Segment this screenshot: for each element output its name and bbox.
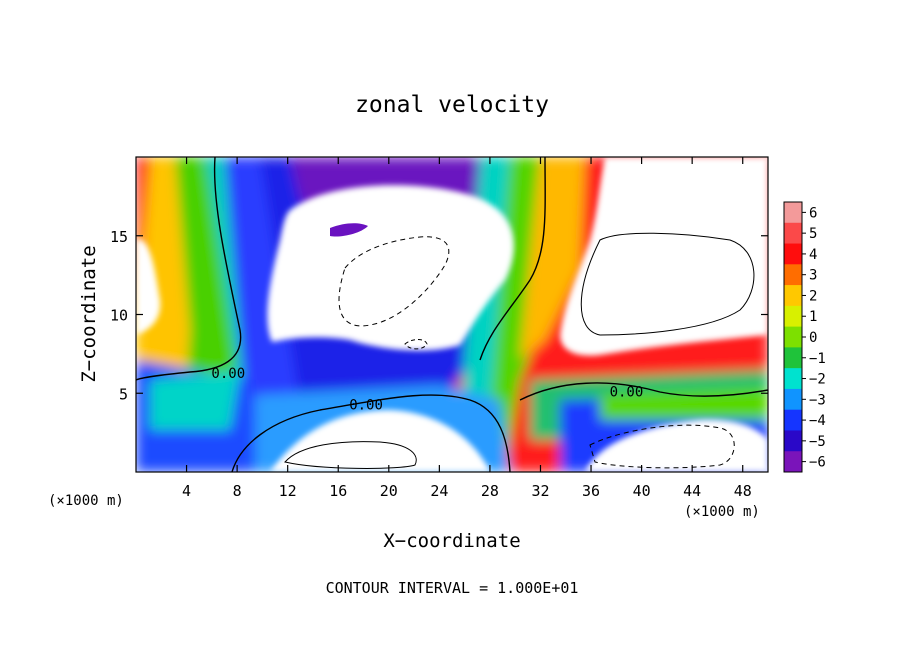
contour-small-loop (404, 339, 428, 350)
white-region-right (560, 157, 768, 356)
white-region-left (136, 239, 161, 335)
colorbar-tick-label: 2 (809, 288, 817, 304)
chart-title: zonal velocity (355, 92, 549, 118)
x-tick-label: 24 (430, 482, 448, 500)
colorbar-swatch (784, 347, 802, 369)
colorbar-swatch (784, 305, 802, 328)
colorbar-tick-label: −6 (809, 455, 826, 471)
colorbar-tick-label: −3 (809, 392, 826, 408)
colorbar-swatch (784, 222, 802, 245)
x-tick-label: 28 (481, 482, 499, 500)
colorbar-tick-label: −4 (809, 413, 826, 429)
x-tick-label: 4 (182, 482, 191, 500)
velocity-field (136, 157, 768, 472)
colorbar-tick-label: −5 (809, 434, 826, 450)
colorbar-swatch (784, 368, 802, 390)
contour-label: 0.00 (349, 397, 383, 413)
x-tick-label: 12 (279, 482, 297, 500)
colorbar-tick-label: 0 (809, 330, 817, 346)
contour-zero-right (479, 157, 768, 401)
y-tick-label: 10 (110, 307, 128, 325)
colorbar-swatch (784, 326, 802, 348)
x-tick-label: 44 (683, 482, 701, 500)
x-unit-left: (×1000 m) (48, 493, 124, 509)
contour-zero-main (231, 394, 511, 472)
colorbar-tick-label: −2 (809, 372, 826, 388)
contour-thin-bottom (284, 441, 417, 469)
colorbar-swatch (784, 243, 802, 265)
y-axis: 5 10 15 (110, 228, 768, 403)
colorbar-swatch (784, 285, 802, 307)
colorbar-swatch (784, 202, 802, 224)
x-tick-label: 8 (233, 482, 242, 500)
colorbar-swatch (784, 264, 802, 286)
colorbar-tick-label: 4 (809, 247, 817, 263)
colorbar-swatch (784, 388, 802, 411)
contour-thin-right (580, 232, 755, 336)
colorbar-swatch (784, 430, 802, 452)
x-tick-label: 16 (329, 482, 347, 500)
x-axis-label: X−coordinate (383, 530, 520, 552)
y-tick-label: 5 (119, 385, 128, 403)
colorbar: 6 5 4 3 2 1 0 −1 −2 −3 −4 −5 −6 (783, 201, 826, 473)
x-tick-label: 40 (633, 482, 651, 500)
x-tick-label: 20 (380, 482, 398, 500)
x-tick-label: 36 (582, 482, 600, 500)
colorbar-tick-label: −1 (809, 351, 826, 367)
y-axis-label: Z−coordinate (78, 245, 100, 382)
x-tick-label: 48 (734, 482, 752, 500)
x-unit-right: (×1000 m) (684, 504, 760, 520)
colorbar-swatch (784, 409, 802, 431)
contour-labels: 0.00 0.00 0.00 (211, 366, 643, 414)
contour-label: 0.00 (610, 385, 644, 401)
contour-label: 0.00 (211, 366, 245, 382)
white-region-center (267, 185, 514, 351)
contour-interval-footer: CONTOUR INTERVAL = 1.000E+01 (326, 579, 579, 597)
colorbar-swatch (784, 451, 802, 473)
x-tick-label: 32 (531, 482, 549, 500)
white-region-bottom (270, 410, 490, 472)
contour-zero-left (136, 157, 242, 381)
contour-dashed-center (338, 236, 450, 327)
y-tick-label: 15 (110, 228, 128, 246)
x-axis: 4 8 12 16 20 24 28 32 36 40 44 48 (182, 157, 752, 500)
colorbar-tick-label: 3 (809, 268, 817, 284)
colorbar-tick-label: 1 (809, 309, 817, 325)
colorbar-tick-label: 5 (809, 226, 817, 242)
white-region-bottom-right (585, 419, 768, 472)
colorbar-tick-label: 6 (809, 205, 817, 221)
